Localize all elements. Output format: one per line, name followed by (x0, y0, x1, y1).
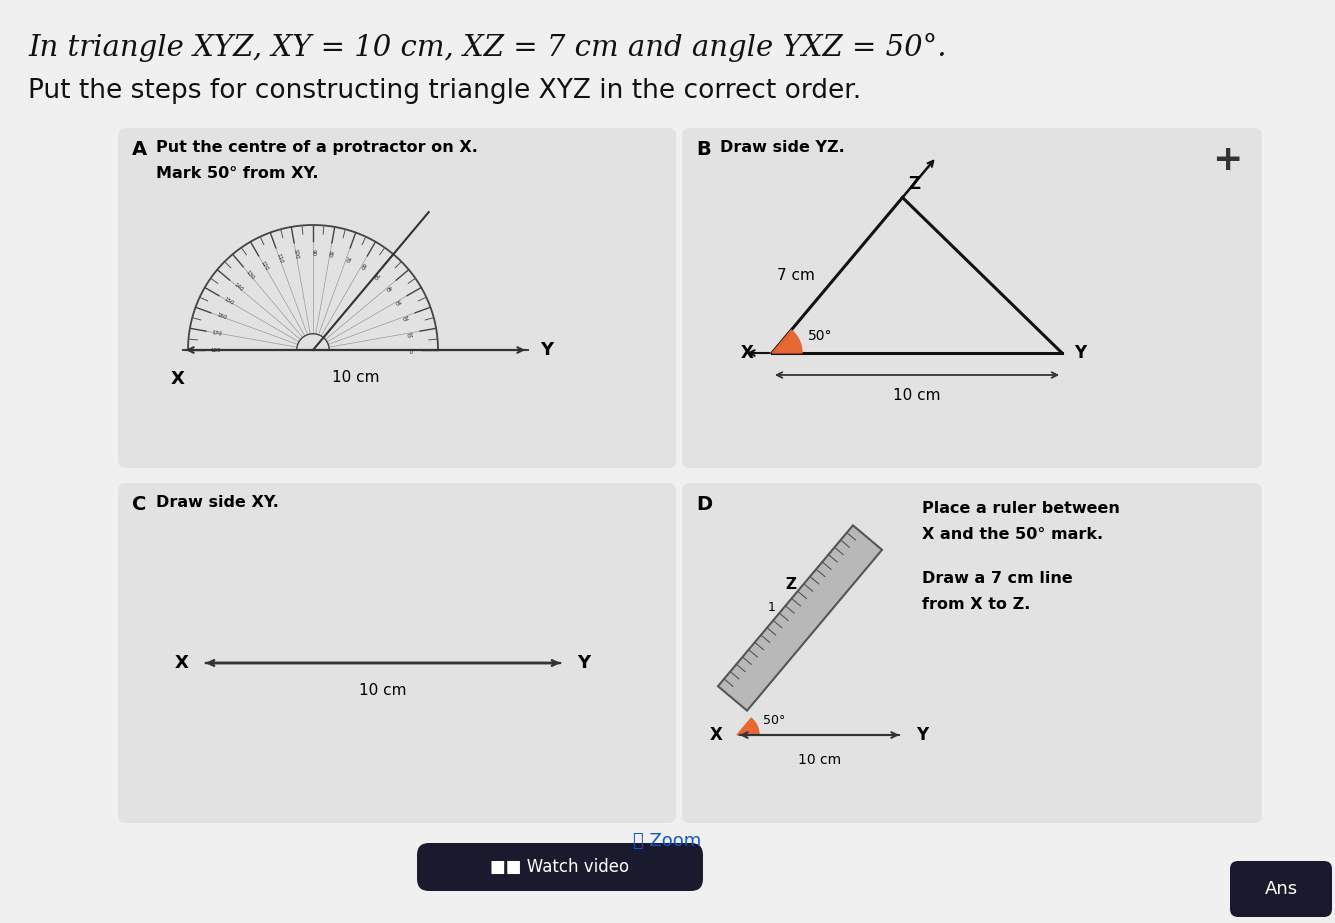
Text: In triangle XYZ, XY = 10 cm, XZ = 7 cm and angle YXZ = 50°.: In triangle XYZ, XY = 10 cm, XZ = 7 cm a… (28, 33, 947, 62)
Wedge shape (772, 330, 802, 353)
Text: 120: 120 (259, 259, 270, 271)
Text: 1: 1 (768, 601, 776, 614)
Text: Draw side XY.: Draw side XY. (156, 495, 279, 510)
Text: 🔍 Zoom: 🔍 Zoom (633, 832, 701, 850)
Text: 10 cm: 10 cm (893, 388, 941, 403)
Text: 10 cm: 10 cm (332, 370, 379, 385)
Text: Mark 50° from XY.: Mark 50° from XY. (156, 166, 319, 181)
FancyBboxPatch shape (682, 483, 1262, 823)
FancyBboxPatch shape (417, 843, 704, 891)
Text: 60: 60 (358, 261, 366, 270)
Text: C: C (132, 495, 147, 514)
Text: 140: 140 (232, 282, 244, 293)
Text: 10 cm: 10 cm (798, 753, 841, 767)
Text: ■■ Watch video: ■■ Watch video (490, 858, 630, 876)
Text: Y: Y (577, 654, 590, 672)
Text: A: A (132, 140, 147, 159)
Text: 80: 80 (327, 250, 332, 258)
Text: 90: 90 (311, 249, 315, 256)
Text: X: X (175, 654, 190, 672)
Text: Put the steps for constructing triangle XYZ in the correct order.: Put the steps for constructing triangle … (28, 78, 861, 104)
Text: X: X (741, 344, 754, 362)
Text: Y: Y (539, 341, 553, 359)
Text: from X to Z.: from X to Z. (922, 597, 1031, 612)
Text: 50: 50 (371, 271, 380, 280)
Text: Z: Z (785, 577, 796, 592)
Text: Z: Z (909, 175, 921, 194)
Text: X: X (710, 726, 724, 744)
Text: X: X (171, 370, 186, 388)
Text: 50°: 50° (808, 329, 833, 343)
Text: Place a ruler between: Place a ruler between (922, 501, 1120, 516)
Text: 170: 170 (211, 330, 223, 337)
Text: B: B (696, 140, 710, 159)
Text: 30: 30 (392, 297, 402, 306)
Text: D: D (696, 495, 712, 514)
FancyBboxPatch shape (682, 128, 1262, 468)
Text: Draw a 7 cm line: Draw a 7 cm line (922, 571, 1073, 586)
Text: Put the centre of a protractor on X.: Put the centre of a protractor on X. (156, 140, 478, 155)
Text: 40: 40 (383, 283, 392, 292)
Text: 7 cm: 7 cm (777, 268, 816, 282)
Text: 50°: 50° (764, 714, 785, 727)
FancyBboxPatch shape (1230, 861, 1332, 917)
Text: Ans: Ans (1264, 880, 1298, 898)
Text: 70: 70 (343, 254, 350, 262)
Wedge shape (737, 718, 760, 735)
Text: 0: 0 (409, 347, 413, 353)
Text: 10: 10 (405, 330, 413, 336)
Text: 130: 130 (246, 270, 255, 281)
Polygon shape (718, 525, 882, 711)
FancyBboxPatch shape (117, 483, 676, 823)
Text: 100: 100 (292, 248, 299, 259)
Text: 110: 110 (275, 253, 284, 264)
Text: 20: 20 (400, 313, 409, 320)
Text: 160: 160 (215, 313, 227, 321)
Text: X and the 50° mark.: X and the 50° mark. (922, 527, 1103, 542)
FancyBboxPatch shape (117, 128, 676, 468)
Text: Y: Y (916, 726, 928, 744)
Text: Y: Y (1073, 344, 1087, 362)
Text: +: + (1212, 143, 1242, 177)
Text: 10 cm: 10 cm (359, 683, 407, 698)
Text: Draw side YZ.: Draw side YZ. (720, 140, 845, 155)
Text: 150: 150 (223, 296, 235, 306)
Text: 180: 180 (210, 347, 220, 353)
